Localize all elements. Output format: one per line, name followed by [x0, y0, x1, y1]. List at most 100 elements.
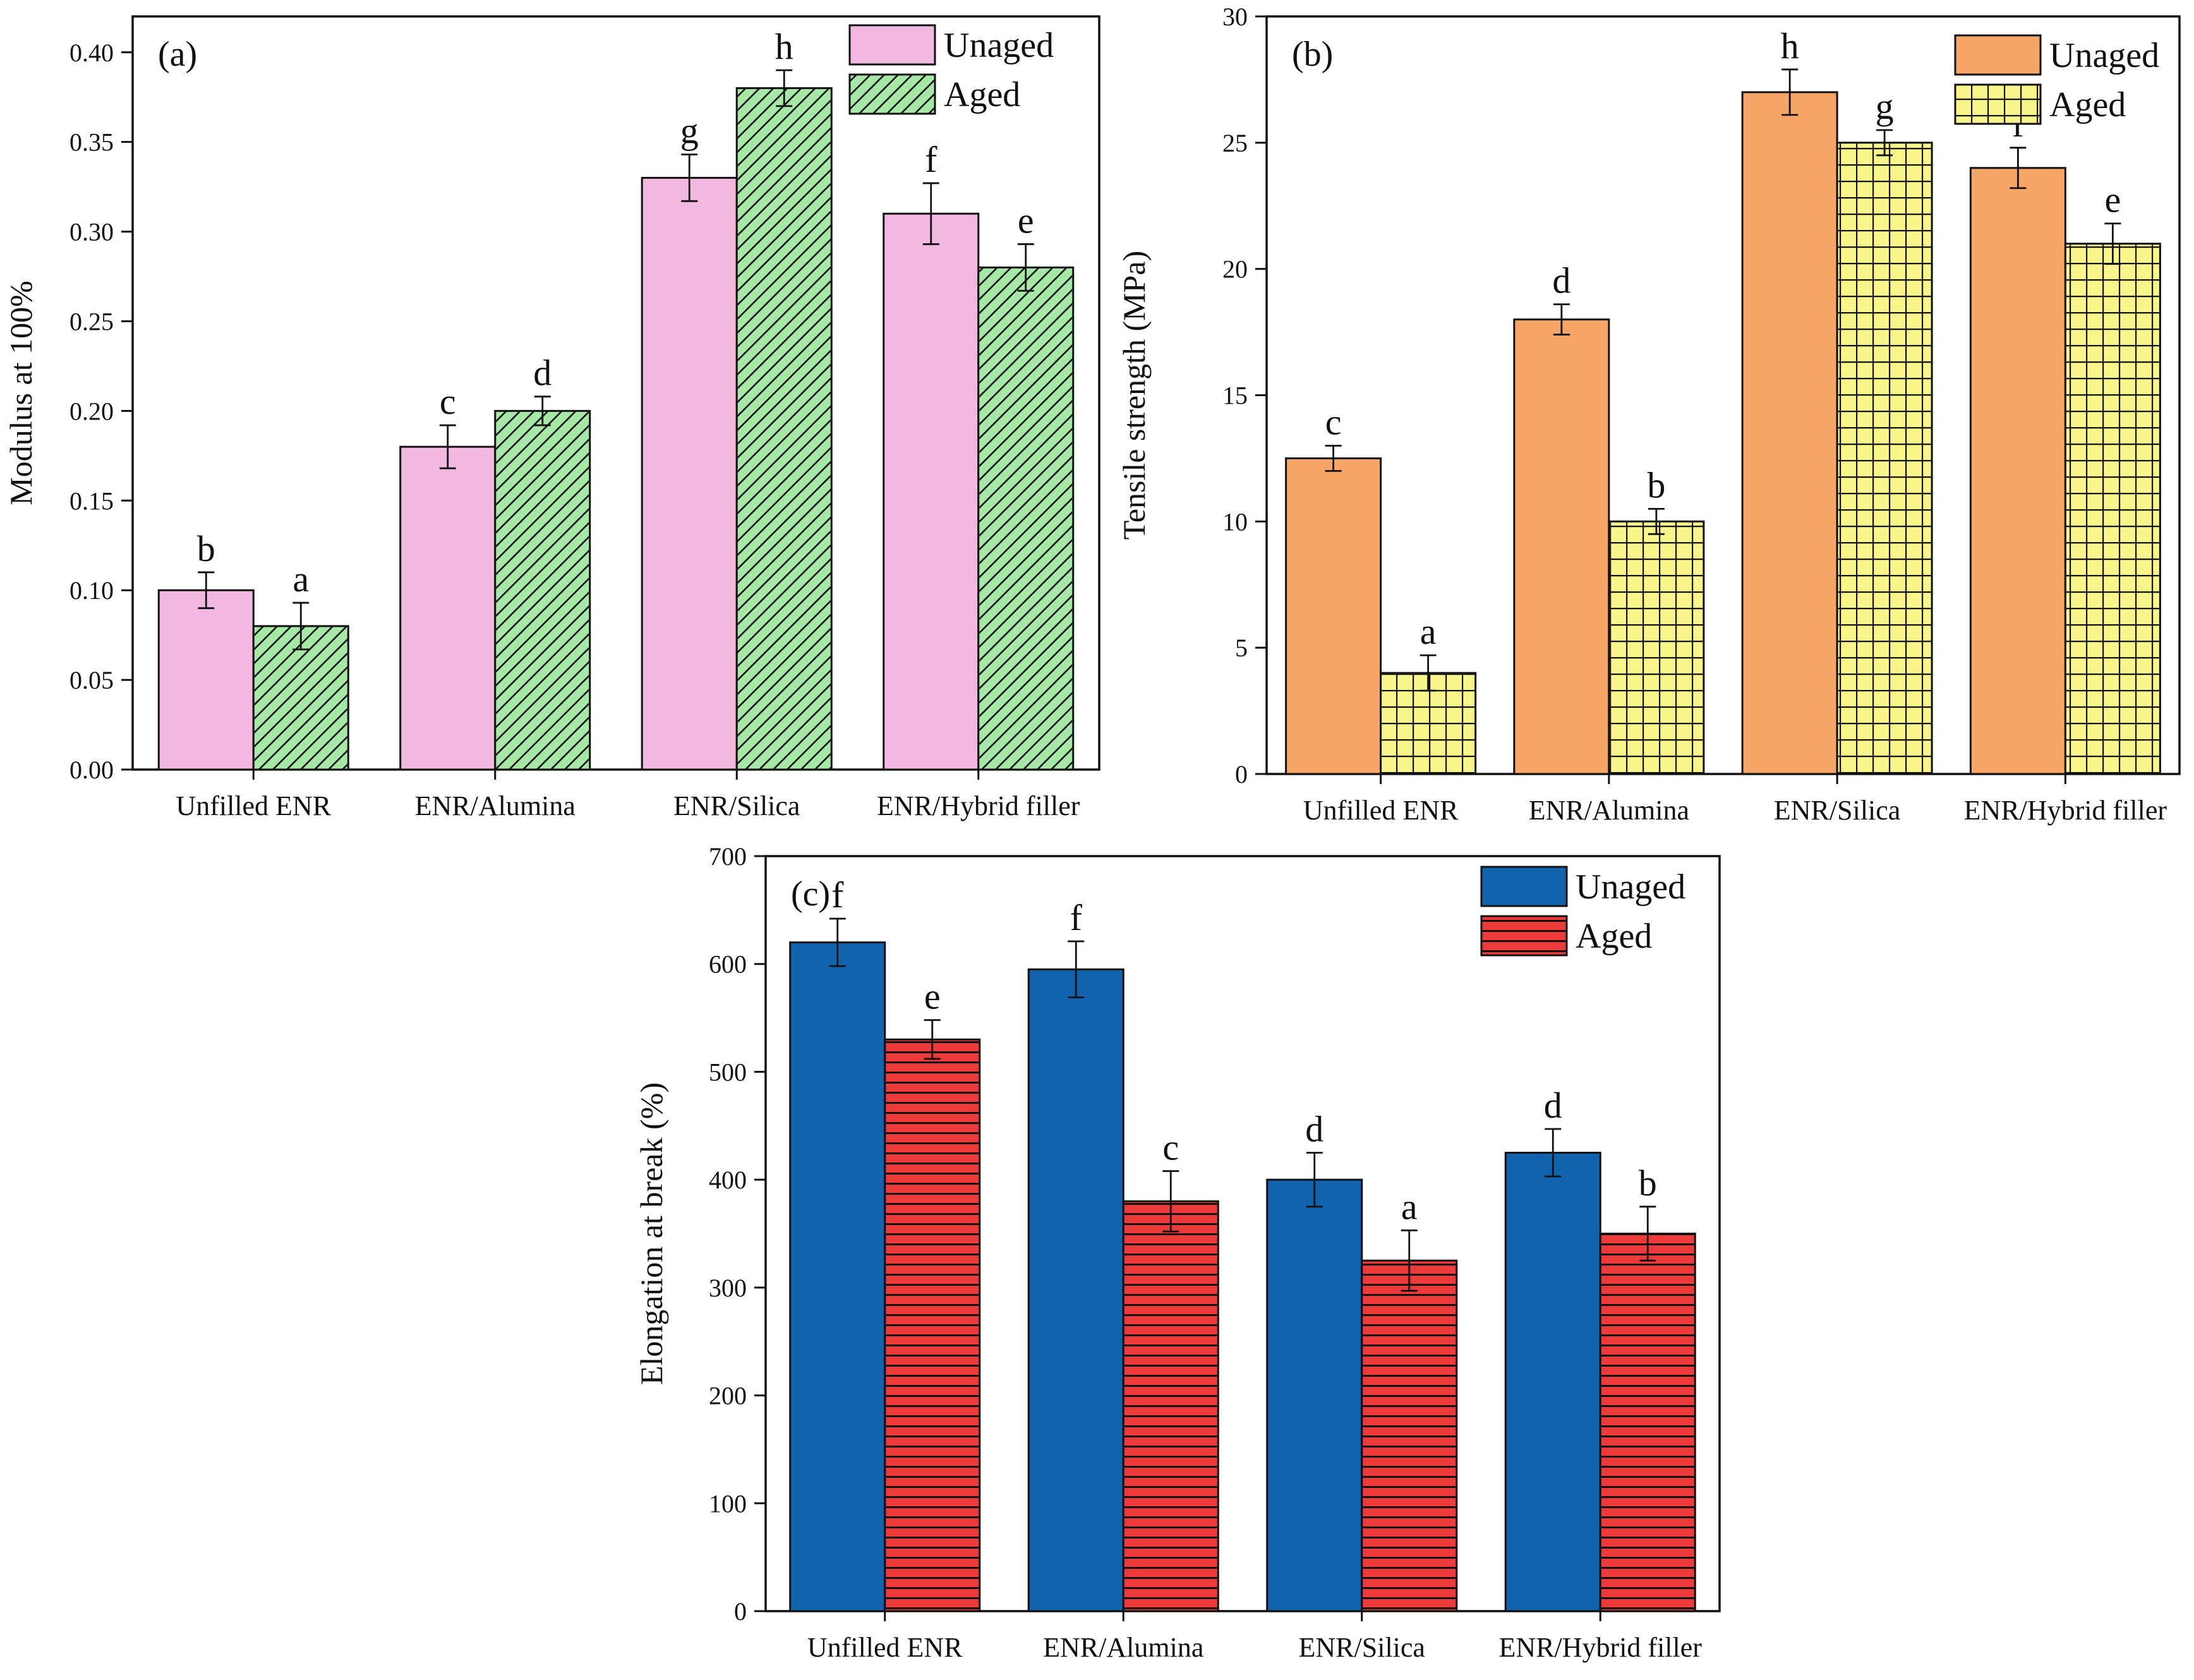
- y-tick-label: 0.00: [69, 756, 114, 784]
- significance-label: h: [1781, 25, 1799, 66]
- significance-label: d: [1552, 260, 1570, 301]
- bar-hatch: [886, 1040, 979, 1611]
- significance-label: e: [1018, 200, 1034, 241]
- y-tick-label: 0.30: [69, 218, 114, 246]
- plot-frame: [764, 855, 1721, 1612]
- y-tick-label: 0.35: [69, 128, 114, 157]
- y-tick-label: 5: [1235, 634, 1248, 662]
- significance-label: h: [775, 26, 793, 67]
- bar-hatch: [1124, 1202, 1217, 1611]
- panel-label: (a): [158, 35, 197, 74]
- significance-label: c: [440, 381, 456, 422]
- bar-unaged: [399, 445, 497, 771]
- y-tick-label: 700: [709, 842, 747, 871]
- x-tick-label: ENR/Hybrid filler: [1964, 795, 2167, 826]
- bar-unaged: [1285, 457, 1382, 775]
- bar-unaged: [157, 589, 255, 771]
- legend-label: Aged: [1576, 917, 1652, 956]
- y-tick-label: 15: [1222, 382, 1248, 410]
- significance-label: g: [1876, 86, 1894, 127]
- significance-label: d: [533, 353, 552, 394]
- legend: Unaged Aged: [1480, 866, 1685, 957]
- legend-hatch: [850, 75, 934, 113]
- legend-label: Unaged: [1576, 867, 1685, 907]
- y-tick-label: 600: [709, 950, 747, 979]
- bar-unaged: [1969, 167, 2066, 775]
- y-axis-title: Modulus at 100%: [3, 281, 39, 505]
- significance-label: e: [924, 976, 941, 1017]
- bar-unaged: [789, 941, 886, 1612]
- legend-label: Unaged: [944, 26, 1054, 65]
- x-tick-label: ENR/Silica: [673, 790, 800, 821]
- y-tick-label: 20: [1222, 255, 1248, 284]
- y-tick-label: 0.20: [69, 397, 114, 425]
- legend-hatch: [1482, 917, 1566, 955]
- chart-panel-b: 0 5 10 15 20 25 30 Unfilled ENR ENR/Alumina ENR/S…: [1116, 3, 2181, 826]
- significance-label: f: [925, 139, 937, 180]
- bar-hatch: [1363, 1261, 1456, 1611]
- significance-label: a: [1420, 611, 1437, 652]
- legend: Unaged Aged: [1954, 34, 2159, 125]
- y-tick-label: 0.10: [69, 576, 114, 605]
- bar-hatch: [2066, 245, 2159, 773]
- x-tick-label: ENR/Silica: [1299, 1632, 1425, 1663]
- bar-unaged: [641, 176, 738, 771]
- y-tick-label: 0: [734, 1597, 747, 1626]
- bar-unaged: [883, 212, 980, 771]
- y-tick-label: 200: [709, 1382, 747, 1410]
- significance-label: f: [831, 874, 844, 916]
- bar-hatch: [737, 89, 831, 769]
- x-tick-label: ENR/Hybrid filler: [877, 790, 1080, 821]
- chart-panel-a: 0.00 0.05 0.10 0.15 0.20 0.25 0.30 0.35 0.40 Unfi…: [3, 15, 1100, 821]
- x-tick-label: ENR/Alumina: [415, 790, 576, 821]
- y-tick-label: 10: [1222, 507, 1248, 536]
- significance-label: g: [680, 111, 699, 152]
- bar-hatch: [254, 627, 347, 769]
- legend-hatch: [1956, 85, 2040, 123]
- panel-label: (c): [791, 874, 830, 914]
- legend-label: Unaged: [2049, 36, 2159, 75]
- legend-swatch-unaged: [1954, 34, 2042, 76]
- y-tick-label: 400: [709, 1166, 747, 1194]
- x-tick-label: Unfilled ENR: [1303, 795, 1459, 826]
- bar-unaged: [1504, 1151, 1601, 1612]
- y-tick-label: 0.15: [69, 486, 114, 515]
- significance-label: d: [1544, 1085, 1562, 1126]
- significance-label: a: [292, 559, 309, 600]
- significance-label: a: [1401, 1186, 1418, 1227]
- panel-label: (b): [1292, 35, 1333, 74]
- y-tick-label: 0.40: [69, 39, 114, 67]
- significance-label: b: [197, 528, 215, 569]
- y-tick-label: 100: [709, 1489, 747, 1518]
- significance-label: b: [1639, 1163, 1657, 1204]
- bar-hatch: [1610, 522, 1703, 773]
- bar-unaged: [1027, 968, 1124, 1612]
- chart-panel-c: 0 100 200 300 400 500 600 700 Unfilled ENR ENR/Al…: [634, 842, 1721, 1663]
- significance-label: d: [1305, 1108, 1323, 1149]
- legend-swatch-unaged: [1480, 866, 1568, 907]
- y-tick-label: 30: [1222, 3, 1248, 31]
- y-tick-label: 25: [1222, 129, 1248, 157]
- y-tick-label: 0.25: [69, 307, 114, 335]
- y-tick-label: 500: [709, 1058, 747, 1086]
- bar-unaged: [1513, 318, 1610, 775]
- significance-label: c: [1162, 1127, 1179, 1168]
- x-tick-label: ENR/Hybrid filler: [1499, 1632, 1703, 1663]
- bar-unaged: [1266, 1178, 1363, 1612]
- x-tick-label: ENR/Silica: [1774, 795, 1900, 826]
- bar-hatch: [1601, 1235, 1694, 1611]
- x-tick-label: Unfilled ENR: [176, 790, 331, 821]
- y-axis-title: Elongation at break (%): [634, 1082, 669, 1385]
- x-tick-label: Unfilled ENR: [807, 1632, 963, 1663]
- y-tick-label: 300: [709, 1274, 747, 1302]
- x-tick-label: ENR/Alumina: [1043, 1632, 1203, 1663]
- legend-swatch-unaged: [848, 24, 936, 66]
- significance-label: c: [1325, 401, 1342, 442]
- significance-label: b: [1647, 464, 1665, 505]
- plot-frame: [131, 15, 1100, 771]
- bar-hatch: [1838, 143, 1931, 773]
- bar-hatch: [979, 268, 1073, 769]
- y-tick-label: 0: [1235, 760, 1248, 789]
- legend-label: Aged: [2049, 85, 2126, 124]
- legend-label: Aged: [944, 75, 1020, 114]
